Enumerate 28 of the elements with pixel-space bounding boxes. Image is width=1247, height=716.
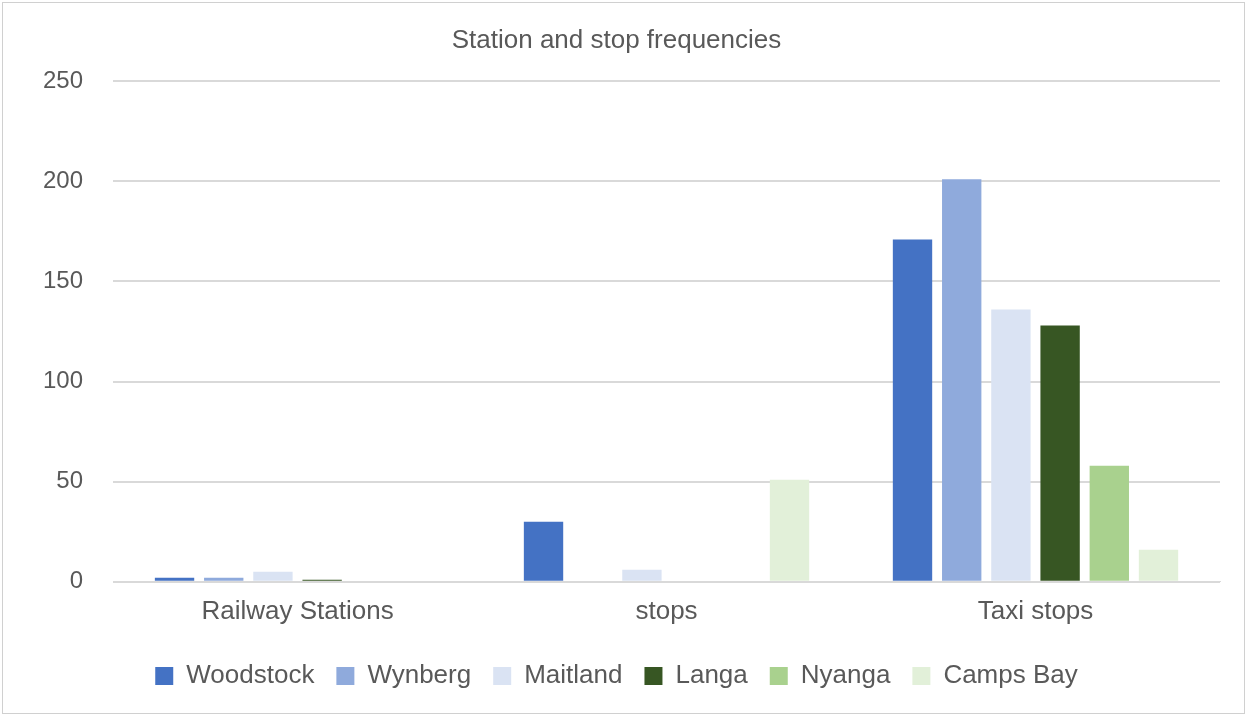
bar [1089,465,1129,581]
legend-label: Langa [675,659,749,690]
legend-label: Wynberg [367,659,472,690]
legend-label: Nyanga [800,659,891,690]
bar [253,571,293,581]
y-tick-label: 0 [69,566,84,594]
y-tick-label: 100 [43,366,84,394]
bar [942,179,982,581]
y-tick-label: 200 [43,165,84,193]
bar [1040,325,1080,581]
bar [154,577,195,581]
y-tick-label: 250 [43,65,84,93]
bar [892,239,933,581]
bar [523,521,564,581]
x-tick-label: Taxi stops [977,594,1094,625]
y-tick-label: 50 [56,466,84,494]
bar [1138,549,1179,581]
x-tick-label: stops [635,594,698,625]
bar [204,577,244,581]
bar [622,569,662,581]
bar [769,479,810,581]
y-tick-label: 150 [43,266,84,294]
x-tick-label: Railway Stations [201,594,394,625]
legend-label: Maitland [524,659,623,690]
legend-label: Woodstock [186,659,316,690]
chart-title: Station and stop frequencies [451,23,782,54]
bar [991,309,1031,581]
legend-label: Camps Bay [943,659,1078,690]
